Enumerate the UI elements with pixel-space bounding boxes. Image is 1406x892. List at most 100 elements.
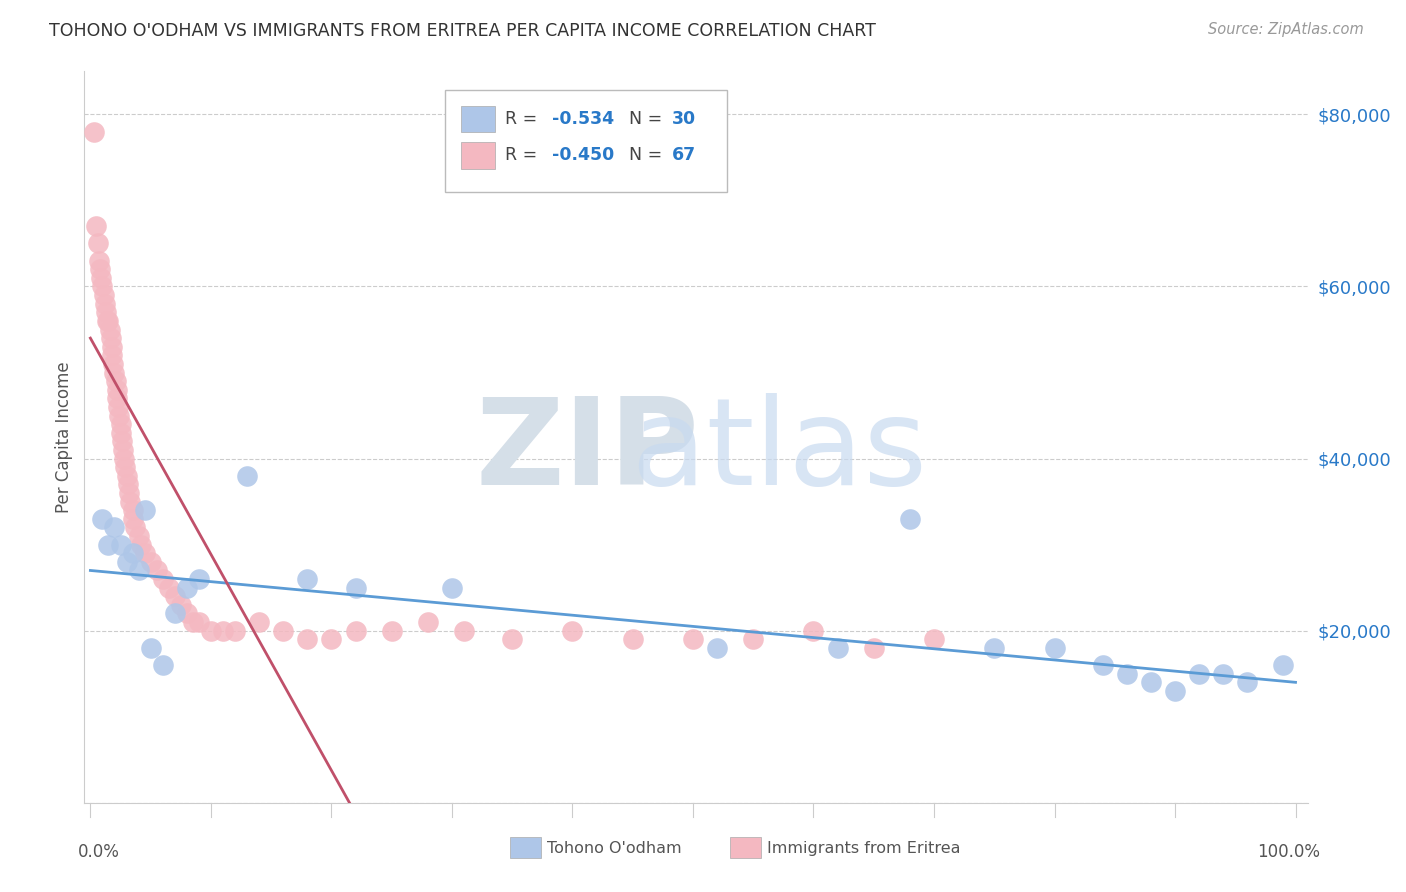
Point bbox=[111, 434, 134, 449]
Text: atlas: atlas bbox=[475, 393, 927, 510]
Y-axis label: Per Capita Income: Per Capita Income bbox=[55, 361, 73, 513]
Point bbox=[344, 581, 367, 595]
Point bbox=[101, 348, 124, 362]
Point bbox=[118, 486, 141, 500]
Point bbox=[121, 512, 143, 526]
Point bbox=[90, 271, 112, 285]
Text: N =: N = bbox=[628, 110, 668, 128]
Point bbox=[1188, 666, 1211, 681]
Point bbox=[983, 640, 1005, 655]
Point bbox=[271, 624, 294, 638]
Point bbox=[152, 658, 174, 673]
Text: R =: R = bbox=[505, 110, 543, 128]
Text: R =: R = bbox=[505, 146, 543, 164]
Point bbox=[83, 125, 105, 139]
Text: 67: 67 bbox=[672, 146, 696, 164]
Point bbox=[1236, 675, 1258, 690]
Point bbox=[103, 357, 125, 371]
Point bbox=[129, 538, 152, 552]
Point bbox=[115, 555, 138, 569]
Point bbox=[706, 640, 728, 655]
Bar bbox=[730, 838, 761, 858]
Point bbox=[862, 640, 884, 655]
Point bbox=[163, 589, 186, 603]
Point bbox=[100, 331, 122, 345]
Text: -0.534: -0.534 bbox=[551, 110, 614, 128]
Point bbox=[91, 512, 114, 526]
Point bbox=[86, 236, 108, 251]
Point bbox=[163, 607, 186, 621]
Point bbox=[111, 442, 134, 457]
Point bbox=[224, 624, 246, 638]
Text: Immigrants from Eritrea: Immigrants from Eritrea bbox=[766, 840, 960, 855]
Bar bbox=[461, 106, 495, 132]
Text: Source: ZipAtlas.com: Source: ZipAtlas.com bbox=[1208, 22, 1364, 37]
Point bbox=[212, 624, 235, 638]
Point bbox=[115, 468, 138, 483]
Point bbox=[922, 632, 945, 647]
Point bbox=[87, 253, 110, 268]
Point bbox=[187, 572, 209, 586]
Point bbox=[121, 503, 143, 517]
Point bbox=[561, 624, 583, 638]
Text: 100.0%: 100.0% bbox=[1257, 843, 1320, 861]
Point bbox=[1140, 675, 1163, 690]
Text: N =: N = bbox=[628, 146, 668, 164]
Point bbox=[86, 219, 108, 234]
Point bbox=[152, 572, 174, 586]
Point bbox=[128, 564, 150, 578]
Point bbox=[120, 494, 142, 508]
Bar bbox=[510, 838, 541, 858]
Point bbox=[200, 624, 222, 638]
Point bbox=[93, 288, 115, 302]
Point bbox=[1115, 666, 1137, 681]
Point bbox=[91, 279, 114, 293]
Point bbox=[247, 615, 270, 629]
Point bbox=[621, 632, 644, 647]
Point bbox=[139, 555, 162, 569]
Point bbox=[110, 538, 132, 552]
Point bbox=[98, 322, 121, 336]
Point bbox=[134, 546, 156, 560]
Point bbox=[1043, 640, 1066, 655]
Point bbox=[94, 305, 117, 319]
Point bbox=[344, 624, 367, 638]
Point bbox=[105, 383, 128, 397]
Point bbox=[108, 409, 131, 423]
FancyBboxPatch shape bbox=[446, 90, 727, 192]
Point bbox=[117, 477, 139, 491]
Point bbox=[110, 417, 132, 432]
Point bbox=[453, 624, 475, 638]
Point bbox=[682, 632, 704, 647]
Point bbox=[742, 632, 765, 647]
Point bbox=[297, 632, 319, 647]
Bar bbox=[461, 143, 495, 169]
Point bbox=[139, 640, 162, 655]
Point bbox=[89, 262, 111, 277]
Point bbox=[110, 425, 132, 440]
Text: 30: 30 bbox=[672, 110, 696, 128]
Point bbox=[321, 632, 343, 647]
Point bbox=[501, 632, 523, 647]
Point bbox=[105, 392, 128, 406]
Point bbox=[827, 640, 849, 655]
Point bbox=[297, 572, 319, 586]
Point bbox=[128, 529, 150, 543]
Point bbox=[157, 581, 180, 595]
Point bbox=[121, 546, 143, 560]
Text: Tohono O'odham: Tohono O'odham bbox=[547, 840, 682, 855]
Point bbox=[107, 400, 129, 414]
Point bbox=[381, 624, 404, 638]
Point bbox=[104, 374, 127, 388]
Point bbox=[170, 598, 193, 612]
Text: -0.450: -0.450 bbox=[551, 146, 614, 164]
Point bbox=[96, 314, 118, 328]
Text: ZIP: ZIP bbox=[475, 393, 700, 510]
Point bbox=[176, 581, 198, 595]
Point bbox=[1272, 658, 1295, 673]
Text: 0.0%: 0.0% bbox=[79, 843, 120, 861]
Point bbox=[187, 615, 209, 629]
Point bbox=[94, 296, 117, 310]
Point bbox=[898, 512, 921, 526]
Point bbox=[97, 538, 120, 552]
